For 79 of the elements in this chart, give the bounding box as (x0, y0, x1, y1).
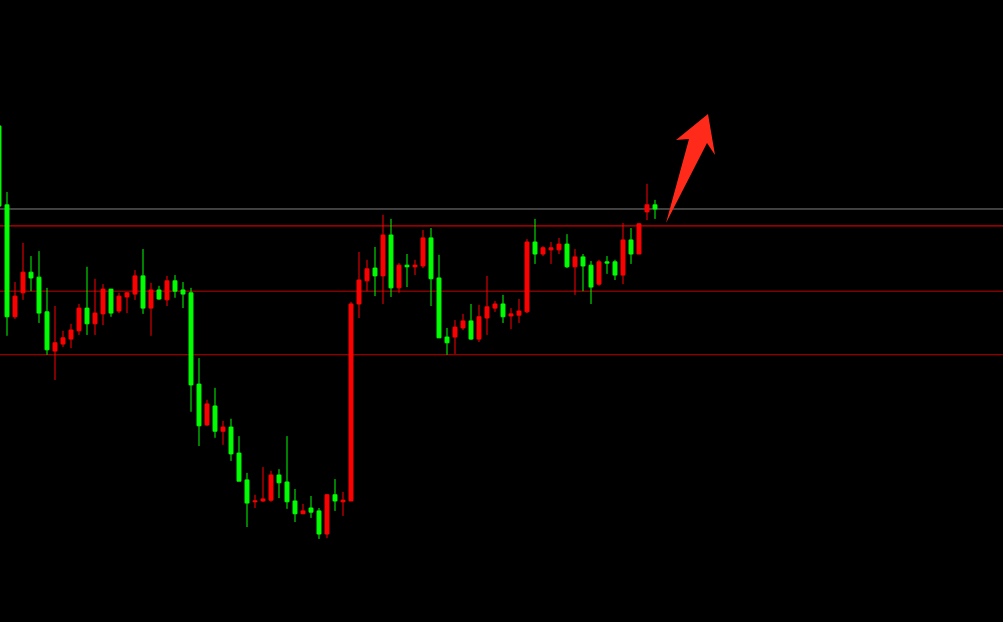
candlestick (212, 387, 218, 439)
candlestick (308, 495, 314, 519)
candlestick (44, 287, 50, 356)
candlestick (612, 259, 618, 281)
candlestick (332, 478, 338, 512)
candlestick (140, 248, 146, 315)
candlestick (340, 491, 346, 517)
candlestick (52, 305, 58, 381)
candlestick (100, 283, 106, 326)
candlestick (540, 245, 546, 257)
candlestick (180, 281, 186, 309)
candlestick (412, 259, 418, 276)
candlestick (60, 330, 66, 348)
candlestick (300, 503, 306, 515)
candlestick (228, 418, 234, 462)
candlestick (292, 488, 298, 523)
candlestick (396, 262, 402, 294)
candlestick (116, 292, 122, 314)
candlestick (484, 275, 490, 336)
candlestick (564, 233, 570, 269)
candlestick (572, 248, 578, 296)
candlestick (556, 237, 562, 255)
candlestick (276, 468, 282, 499)
candlestick (476, 304, 482, 343)
candlestick (260, 466, 266, 502)
candlestick (76, 303, 82, 336)
candlestick (492, 300, 498, 313)
candlestick (172, 274, 178, 299)
candlestick (28, 255, 34, 292)
candlestick (252, 494, 258, 509)
candlestick (524, 238, 530, 314)
candlestick (196, 357, 202, 447)
candlestick (596, 259, 602, 287)
candlestick (36, 250, 42, 324)
candlestick (4, 191, 10, 337)
candlestick (420, 229, 426, 269)
candlestick (68, 323, 74, 349)
candlestick (468, 303, 474, 341)
candlestick (580, 253, 586, 292)
candlestick (452, 319, 458, 355)
candlestick (12, 281, 18, 320)
candlestick (188, 287, 194, 413)
candlestick (220, 420, 226, 446)
candlestick (516, 298, 522, 324)
candlestick (164, 275, 170, 307)
candlestick (508, 307, 514, 330)
candlestick (372, 246, 378, 297)
candlestick (244, 472, 250, 528)
candlestick (460, 313, 466, 331)
candlestick (316, 507, 322, 540)
candlestick (236, 435, 242, 482)
candlestick (20, 242, 26, 301)
candlestick (348, 301, 354, 502)
candlestick (108, 288, 114, 318)
candlestick (404, 253, 410, 288)
candlestick (628, 227, 634, 265)
candlestick (132, 269, 138, 301)
candlestick (204, 399, 210, 427)
candlestick (436, 254, 442, 339)
candlestick (356, 251, 362, 319)
candlestick (588, 260, 594, 305)
candlestick (604, 255, 610, 275)
candlestick (652, 199, 658, 220)
candlestick (284, 435, 290, 510)
candlestick (388, 218, 394, 298)
candlestick (124, 291, 130, 314)
candlestick (444, 327, 450, 356)
candlestick (500, 294, 506, 324)
candlestick (156, 285, 162, 301)
candlestick (84, 266, 90, 336)
candlestick (532, 218, 538, 265)
candlestick (268, 470, 274, 503)
candlestick (644, 183, 650, 221)
candlestick (148, 282, 154, 337)
candlestick (428, 227, 434, 307)
candlestick (92, 278, 98, 336)
candlestick (364, 259, 370, 292)
candlestick (548, 241, 554, 265)
candlestick (324, 493, 330, 539)
